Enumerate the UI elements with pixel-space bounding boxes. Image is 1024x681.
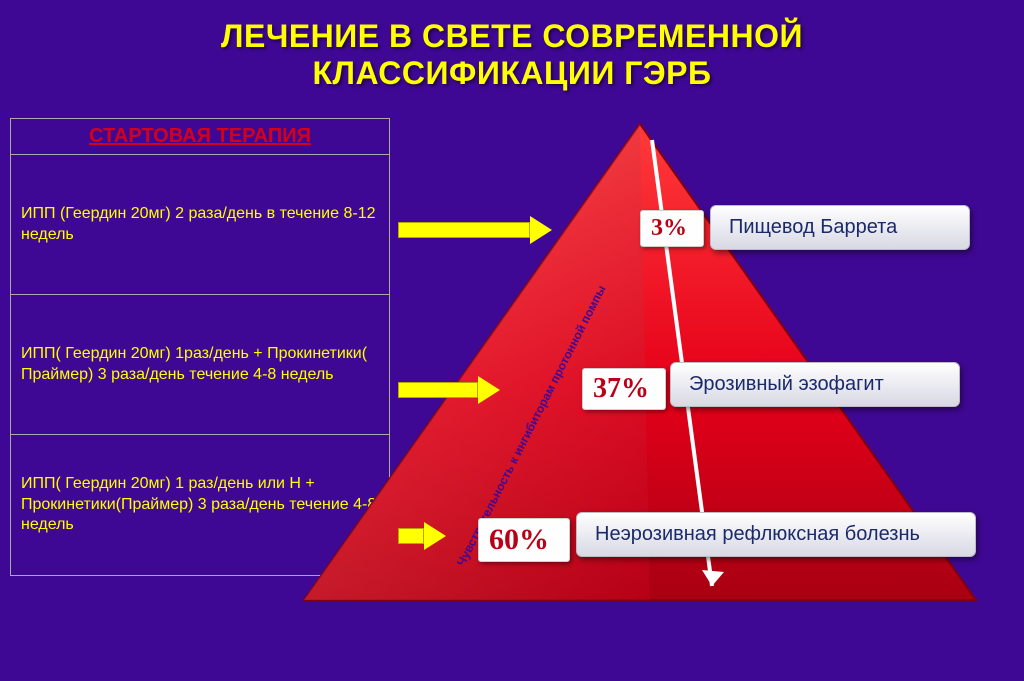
callout-3: Неэрозивная рефлюксная болезнь — [576, 512, 976, 557]
title-line2: КЛАССИФИКАЦИИ ГЭРБ — [313, 55, 712, 91]
pct-badge-2: 37% — [582, 368, 666, 410]
arrow-3 — [398, 524, 446, 548]
arrow-head-icon — [478, 376, 500, 404]
title-line1: ЛЕЧЕНИЕ В СВЕТЕ СОВРЕМЕННОЙ — [221, 18, 803, 54]
pct-badge-1: 3% — [640, 210, 704, 247]
callout-2: Эрозивный эзофагит — [670, 362, 960, 407]
arrow-2 — [398, 378, 500, 402]
arrow-1 — [398, 218, 552, 242]
arrow-head-icon — [530, 216, 552, 244]
pct-badge-3: 60% — [478, 518, 570, 562]
arrow-head-icon — [424, 522, 446, 550]
callout-1: Пищевод Баррета — [710, 205, 970, 250]
slide-title: ЛЕЧЕНИЕ В СВЕТЕ СОВРЕМЕННОЙ КЛАССИФИКАЦИ… — [0, 0, 1024, 92]
therapy-header-text: СТАРТОВАЯ ТЕРАПИЯ — [89, 125, 311, 147]
